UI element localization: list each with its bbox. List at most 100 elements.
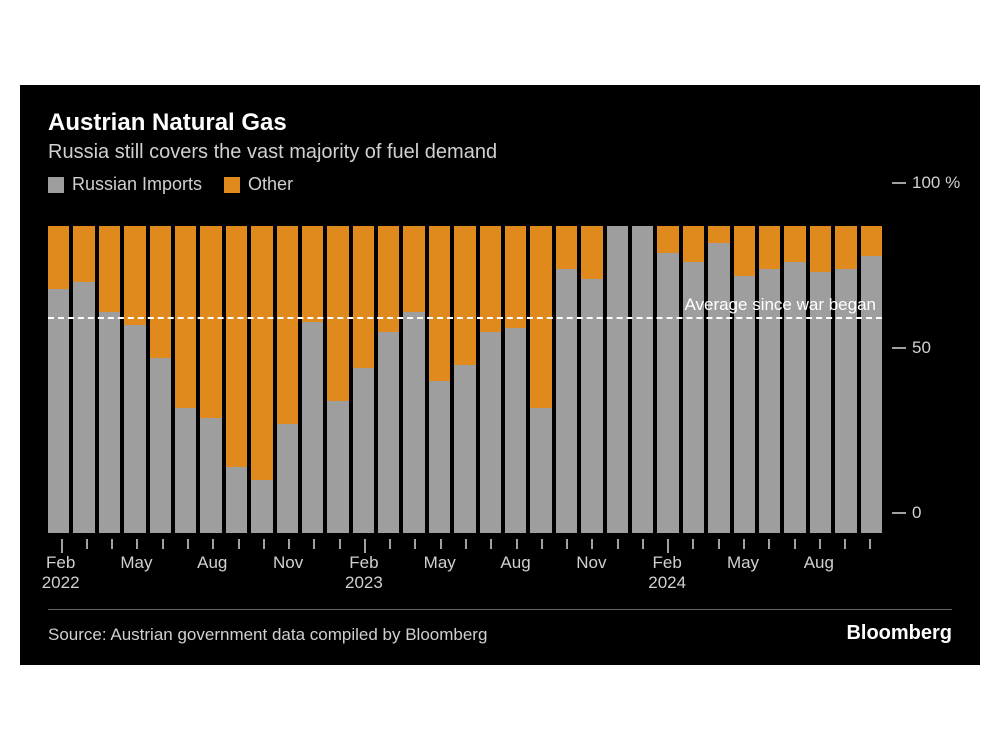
y-tick-label: 100 % [912, 173, 960, 193]
x-axis-label: Feb2022 [42, 553, 80, 594]
x-tick [389, 539, 391, 549]
x-axis-label: Aug [500, 553, 530, 573]
average-line-label: Average since war began [682, 295, 878, 315]
bar-segment-other [861, 226, 882, 256]
y-tick-mark [892, 182, 906, 184]
bar-segment-russian [556, 269, 577, 533]
x-tick [768, 539, 770, 549]
bar-segment-other [251, 226, 272, 480]
bar-segment-other [759, 226, 780, 269]
legend-swatch-russian [48, 177, 64, 193]
y-tick: 50 [892, 338, 931, 358]
bar-segment-russian [632, 226, 653, 533]
bar-segment-russian [226, 467, 247, 533]
bar-segment-other [708, 226, 729, 243]
legend: Russian Imports Other [48, 174, 952, 195]
bar-segment-other [454, 226, 475, 365]
bar-segment-other [73, 226, 94, 282]
x-tick [566, 539, 568, 549]
x-axis-label: Aug [197, 553, 227, 573]
bar-segment-russian [175, 408, 196, 533]
bar [480, 203, 501, 533]
bar [835, 203, 856, 533]
legend-swatch-other [224, 177, 240, 193]
chart-title: Austrian Natural Gas [48, 109, 952, 137]
x-tick [238, 539, 240, 549]
y-axis: 100 %500 [892, 203, 952, 533]
x-axis-label: Feb2024 [648, 553, 686, 594]
bar [277, 203, 298, 533]
bar-segment-other [150, 226, 171, 358]
bars-container [48, 203, 882, 533]
bar-segment-russian [73, 282, 94, 533]
x-tick [718, 539, 720, 549]
x-tick [465, 539, 467, 549]
bar-segment-russian [302, 322, 323, 533]
bar-segment-other [784, 226, 805, 262]
bar [378, 203, 399, 533]
bar [505, 203, 526, 533]
x-tick [869, 539, 871, 549]
x-tick [440, 539, 442, 549]
y-tick-mark [892, 347, 906, 349]
bar [48, 203, 69, 533]
bar-segment-other [835, 226, 856, 269]
bar [734, 203, 755, 533]
x-tick [667, 539, 669, 553]
y-tick-mark [892, 512, 906, 514]
bar-segment-other [505, 226, 526, 328]
x-tick [617, 539, 619, 549]
bar [73, 203, 94, 533]
bar [632, 203, 653, 533]
bar-segment-russian [480, 332, 501, 533]
x-tick [692, 539, 694, 549]
x-tick [642, 539, 644, 549]
bar-segment-russian [124, 325, 145, 533]
bar [200, 203, 221, 533]
x-axis-year: 2024 [648, 573, 686, 593]
bar-segment-russian [530, 408, 551, 533]
bar [759, 203, 780, 533]
bar [556, 203, 577, 533]
bar-segment-russian [99, 312, 120, 533]
bar-segment-other [200, 226, 221, 417]
bar-segment-russian [353, 368, 374, 533]
x-tick [819, 539, 821, 549]
x-tick [490, 539, 492, 549]
footer: Source: Austrian government data compile… [48, 609, 952, 645]
x-axis-year: 2023 [345, 573, 383, 593]
plot: Average since war began [48, 203, 882, 533]
bar-segment-russian [277, 424, 298, 533]
average-line: Average since war began [48, 317, 882, 319]
x-tick [263, 539, 265, 549]
bar-segment-other [657, 226, 678, 252]
x-tick [61, 539, 63, 553]
x-axis-label: Nov [273, 553, 303, 573]
x-axis-label: Nov [576, 553, 606, 573]
bar [124, 203, 145, 533]
legend-item-russian: Russian Imports [48, 174, 202, 195]
bar [251, 203, 272, 533]
bar [353, 203, 374, 533]
bar-segment-other [556, 226, 577, 269]
bar-segment-other [429, 226, 450, 381]
x-tick [187, 539, 189, 549]
bar-segment-russian [403, 312, 424, 533]
legend-label-other: Other [248, 174, 293, 195]
x-tick [111, 539, 113, 549]
x-axis-year: 2022 [42, 573, 80, 593]
bar-segment-russian [454, 365, 475, 533]
source-text: Source: Austrian government data compile… [48, 625, 487, 645]
bar [226, 203, 247, 533]
bar-segment-russian [708, 243, 729, 533]
bar-segment-russian [200, 418, 221, 534]
bar [99, 203, 120, 533]
bar-segment-russian [327, 401, 348, 533]
bar-segment-russian [429, 381, 450, 533]
x-tick [844, 539, 846, 549]
x-tick [364, 539, 366, 553]
x-tick [743, 539, 745, 549]
legend-item-other: Other [224, 174, 293, 195]
bar [429, 203, 450, 533]
bar [607, 203, 628, 533]
